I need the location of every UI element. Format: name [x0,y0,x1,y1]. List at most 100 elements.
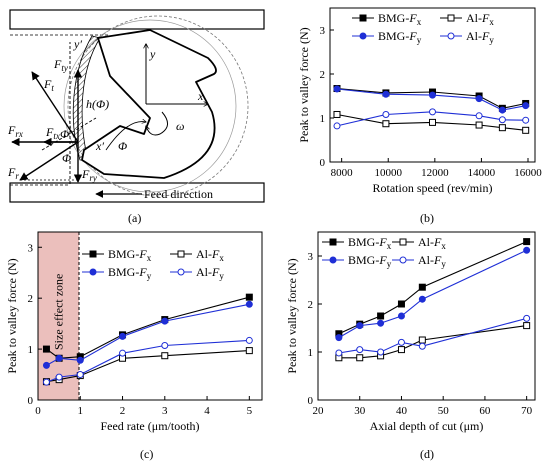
y-axis-label: Peak to valley force (N) [297,27,311,142]
y-tick-label: 3 [28,242,34,254]
x-tick-label: 1 [78,405,84,417]
data-point-al-fx [161,352,169,360]
data-point-al-fx [429,118,436,126]
data-point-al-fx [523,322,531,330]
data-point-al-fx [333,110,341,118]
workpiece-bottom [9,182,265,203]
chart-axial-depth: 20 30 40 50 60 70 0 1 2 3 Axial depth of cut (μm) P… [285,231,536,461]
data-point-al-fx [475,121,483,129]
legend-marker [177,268,185,276]
label-y: y [149,47,156,61]
chart-feed-rate: Size effect zone 0 1 2 3 4 5 0 1 2 3 Feed rate (μm/… [5,231,263,461]
series-line-al-fy [336,111,526,127]
feed-direction-label: Feed direction [144,187,213,201]
legend-label-al-fx: Al-Fx [466,11,494,27]
data-point-bmg-fy [42,361,50,369]
data-point-bmg-fy [382,90,390,98]
label-ft: Ft [43,77,54,93]
y-tick-label: 3 [320,25,326,37]
label-fry: Fry [81,167,97,183]
y-tick-label: 0 [320,157,326,169]
plot-frame [329,7,536,163]
data-point-bmg-fx [377,312,385,320]
data-point-al-fx [382,120,390,128]
x-tick-label: 0 [35,405,41,417]
label-x-prime: x′ [95,139,104,153]
label-fty: Fty [53,57,68,73]
caption-b: (b) [420,211,434,225]
x-tick-label: 4 [204,405,210,417]
plot-frame [37,231,263,401]
data-point-bmg-fy [522,102,530,110]
data-point-al-fy [55,373,63,381]
data-point-bmg-fy [475,95,483,103]
label-fr: Fr [7,165,19,181]
caption-d: (d) [420,447,434,461]
label-phi-small: Φ [60,127,69,141]
data-point-bmg-fy [429,91,436,99]
size-effect-label: Size effect zone [51,274,65,350]
legend-label-bmg-fx: BMG-Fx [378,11,422,27]
x-tick-label: 16000 [514,167,542,179]
x-tick-label: 5 [247,405,253,417]
label-phi-big: Φ [118,139,127,153]
y-tick-label: 1 [308,347,314,359]
legend-label-al-fy: Al-Fy [196,265,224,281]
legend-marker [399,256,407,264]
y-tick-label: 0 [308,395,314,407]
plot-frame [317,231,536,401]
data-point-al-fy [382,110,390,118]
legend-marker [89,250,97,258]
x-tick-label: 3 [162,405,168,417]
data-point-bmg-fx [418,283,426,291]
legend-marker [447,32,455,40]
tool-path-dashed [67,15,249,197]
data-point-al-fx [356,354,364,362]
x-tick-label: 8000 [331,167,354,179]
data-point-al-fy [429,108,436,116]
x-tick-label: 70 [521,405,533,417]
y-tick-label: 2 [320,69,326,81]
series-line-bmg-fy [338,249,527,339]
data-point-al-fy [397,338,405,346]
data-point-bmg-fx [245,293,253,301]
data-point-bmg-fy [335,334,343,342]
y-tick-label: 0 [28,395,34,407]
data-point-al-fy [335,349,343,357]
y-tick-label: 2 [28,293,34,305]
force-ft [31,71,79,143]
data-point-bmg-fy [245,300,253,308]
data-point-al-fx [418,336,426,344]
legend-label-bmg-fy: BMG-Fy [348,253,392,269]
legend-marker [447,14,455,22]
data-point-al-fx [498,124,506,132]
data-point-bmg-fy [356,322,364,330]
label-phi-low: Φ [62,151,71,165]
legend-label-bmg-fy: BMG-Fy [108,265,152,281]
series-line-bmg-fx [336,87,526,109]
x-tick-label: 14000 [468,167,496,179]
data-point-al-fy [42,378,50,386]
legend-label-al-fx: Al-Fx [418,235,446,251]
data-point-al-fy [356,346,364,354]
series-line-al-fx [338,325,527,359]
y-axis-label: Peak to valley force (N) [5,258,19,373]
data-point-al-fy [76,371,84,379]
data-point-al-fy [119,349,127,357]
workpiece-top [9,9,265,30]
guide-dashed [10,34,110,186]
data-point-al-fx [522,126,530,134]
series-line-bmg-fy [336,88,526,111]
data-point-bmg-fy [76,356,84,364]
force-fr [19,141,79,181]
panel-a-diagram: y′ y x ω Φ h(Φ) Ft Fty Ftx Φ Frx Φ x′ Fr… [7,9,265,225]
legend-marker [177,250,185,258]
legend-marker [329,256,337,264]
data-point-bmg-fy [119,332,127,340]
data-point-bmg-fy [418,295,426,303]
data-point-al-fx [245,347,253,355]
caption-c: (c) [140,447,153,461]
x-tick-label: 12000 [421,167,449,179]
legend-label-al-fx: Al-Fx [196,247,224,263]
label-ftx: Ftx [45,125,60,141]
